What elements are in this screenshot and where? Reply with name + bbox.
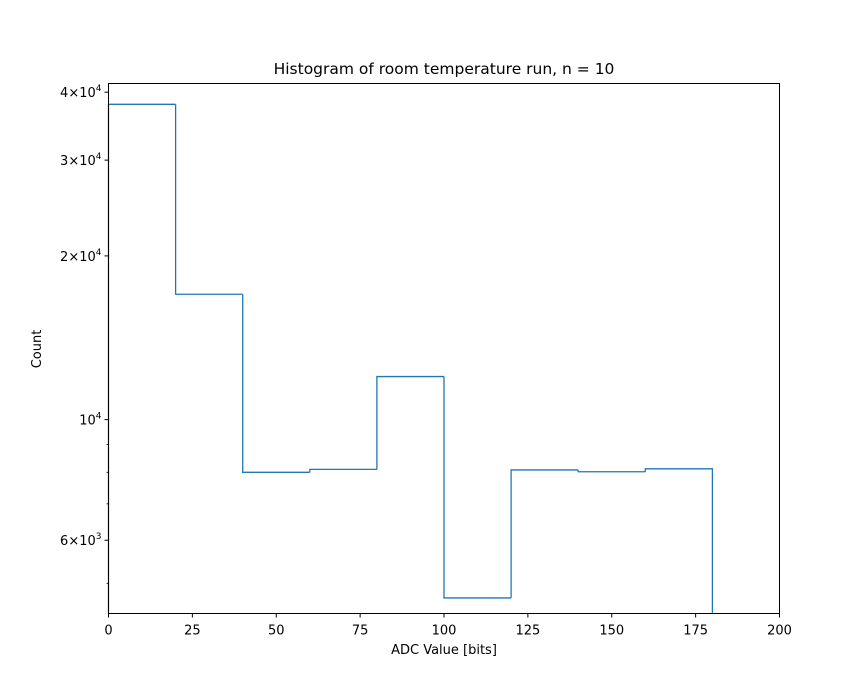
y-tick-label: 2×104	[60, 248, 102, 265]
histogram-bin	[242, 294, 310, 473]
histogram-bin	[376, 375, 444, 470]
x-tick-label: 75	[352, 624, 369, 639]
x-tick-label: 100	[432, 624, 457, 639]
x-tick-label: 150	[599, 624, 624, 639]
histogram-bin	[309, 468, 377, 473]
y-tick-label: 3×104	[60, 152, 102, 169]
x-tick-label: 175	[683, 624, 708, 639]
x-tick-label: 0	[104, 624, 112, 639]
histogram-bin	[644, 468, 714, 614]
chart-title: Histogram of room temperature run, n = 1…	[274, 60, 615, 78]
y-tick-label: 6×103	[60, 532, 101, 549]
x-axis-ticks: 0 25 50 75 100 125 150 175 200	[104, 613, 792, 639]
histogram-bin	[577, 469, 646, 473]
y-axis-label: Count	[30, 330, 45, 369]
y-tick-label: 4×104	[60, 84, 102, 101]
x-tick-label: 25	[184, 624, 201, 639]
histogram-bin	[174, 104, 243, 295]
x-tick-label: 125	[515, 624, 540, 639]
histogram-bin	[510, 469, 579, 598]
x-tick-label: 50	[268, 624, 285, 639]
histogram-bin	[443, 376, 512, 599]
x-tick-label: 200	[767, 624, 792, 639]
x-axis-label: ADC Value [bits]	[391, 643, 497, 658]
